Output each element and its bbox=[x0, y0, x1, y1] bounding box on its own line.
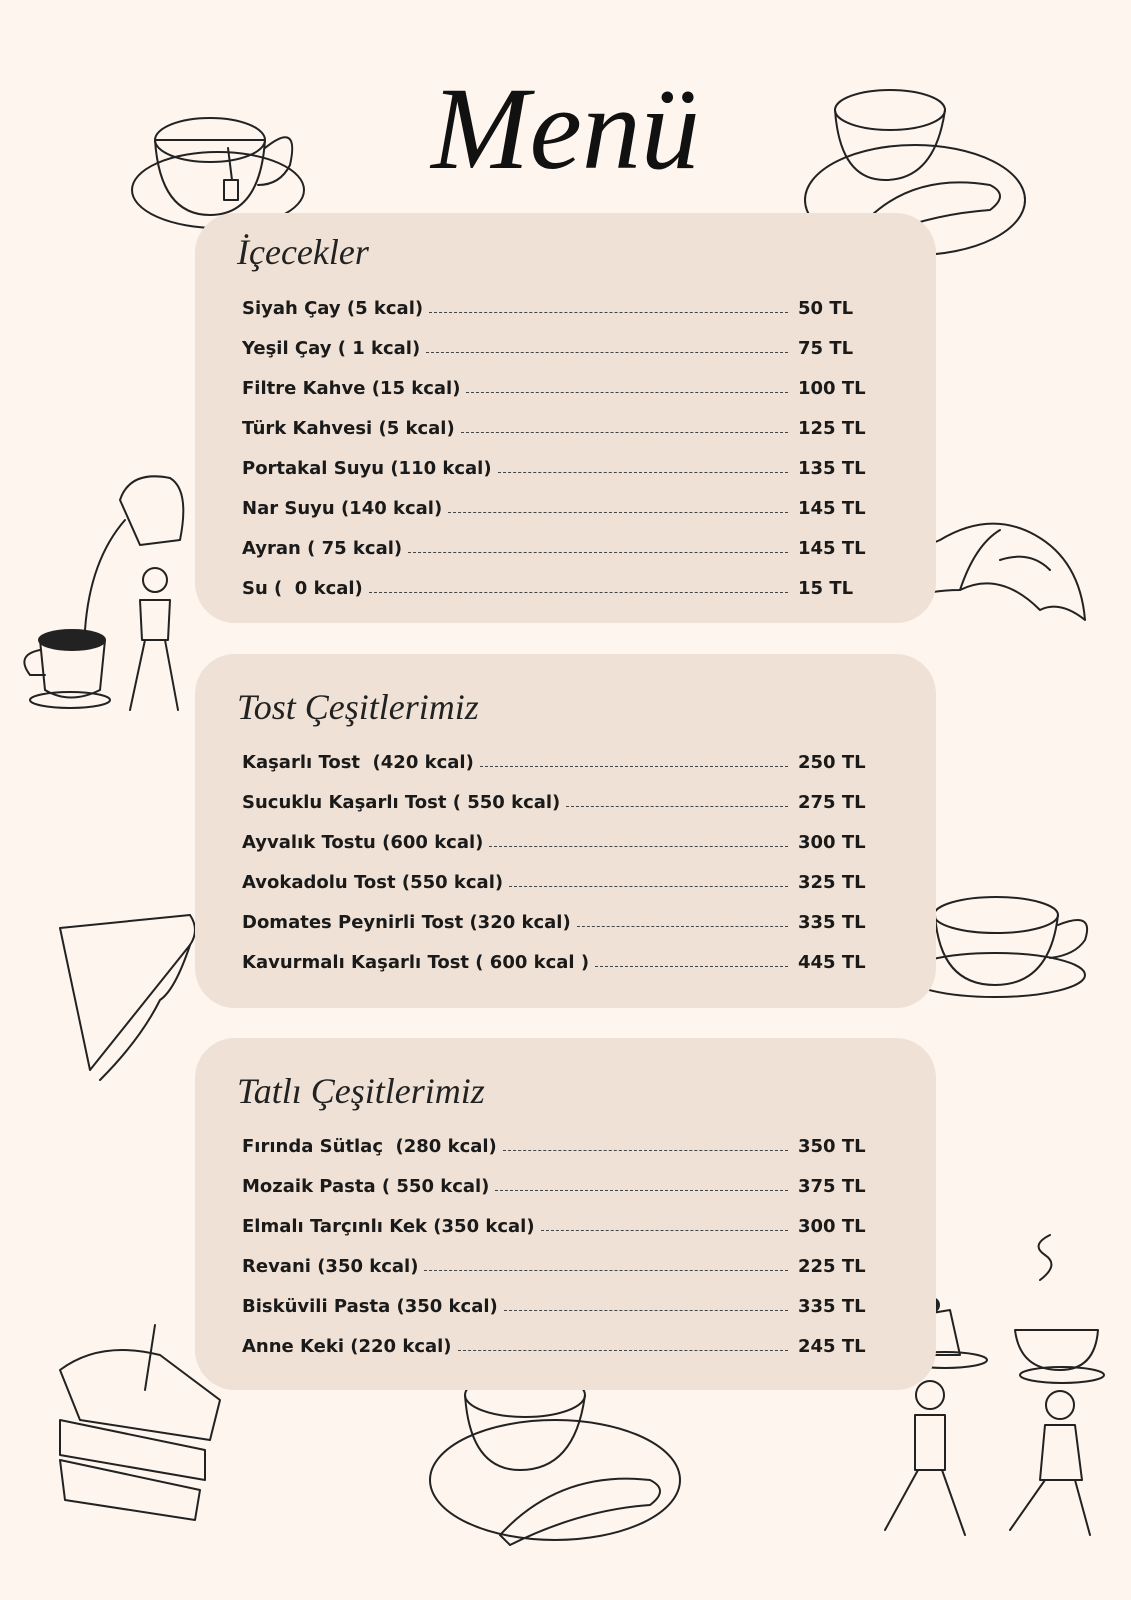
dotted-leader bbox=[426, 352, 788, 353]
menu-item: Fırında Sütlaç (280 kcal) 350 TL bbox=[242, 1131, 872, 1157]
item-name: Su ( 0 kcal) bbox=[242, 578, 363, 599]
menu-item: Bisküvili Pasta (350 kcal) 335 TL bbox=[242, 1291, 872, 1317]
item-name: Sucuklu Kaşarlı Tost ( 550 kcal) bbox=[242, 792, 561, 813]
sandwich-stack bbox=[59, 1324, 221, 1521]
item-price: 75 TL bbox=[798, 338, 854, 359]
menu-item: Mozaik Pasta ( 550 kcal) 375 TL bbox=[242, 1171, 872, 1197]
item-name: Revani (350 kcal) bbox=[242, 1256, 419, 1277]
item-name: Anne Keki (220 kcal) bbox=[242, 1336, 452, 1357]
item-name: Siyah Çay (5 kcal) bbox=[242, 298, 424, 319]
item-price: 300 TL bbox=[798, 1216, 866, 1237]
menu-item: Kaşarlı Tost (420 kcal) 250 TL bbox=[242, 747, 872, 773]
dotted-leader bbox=[457, 1350, 788, 1351]
item-name: Kaşarlı Tost (420 kcal) bbox=[242, 752, 474, 773]
menu-item: Siyah Çay (5 kcal) 50 TL bbox=[242, 293, 872, 319]
dotted-leader bbox=[466, 392, 788, 393]
menu-section: İçecekler Siyah Çay (5 kcal) 50 TL Yeşil Ça… bbox=[195, 213, 936, 623]
item-price: 100 TL bbox=[798, 378, 866, 399]
item-price: 250 TL bbox=[798, 752, 866, 773]
item-price: 335 TL bbox=[798, 912, 866, 933]
dotted-leader bbox=[576, 926, 788, 927]
dotted-leader bbox=[489, 846, 788, 847]
item-price: 325 TL bbox=[798, 872, 866, 893]
item-name: Elmalı Tarçınlı Kek (350 kcal) bbox=[242, 1216, 535, 1237]
item-name: Türk Kahvesi (5 kcal) bbox=[242, 418, 455, 439]
item-name: Yeşil Çay ( 1 kcal) bbox=[242, 338, 421, 359]
item-name: Kavurmalı Kaşarlı Tost ( 600 kcal ) bbox=[242, 952, 590, 973]
menu-item: Revani (350 kcal) 225 TL bbox=[242, 1251, 872, 1277]
menu-item: Nar Suyu (140 kcal) 145 TL bbox=[242, 493, 872, 519]
dotted-leader bbox=[540, 1230, 788, 1231]
item-price: 145 TL bbox=[798, 498, 866, 519]
menu-item: Kavurmalı Kaşarlı Tost ( 600 kcal ) 445 T… bbox=[242, 947, 872, 973]
dotted-leader bbox=[479, 766, 788, 767]
dotted-leader bbox=[460, 432, 788, 433]
item-price: 125 TL bbox=[798, 418, 866, 439]
item-name: Domates Peynirli Tost (320 kcal) bbox=[242, 912, 571, 933]
dotted-leader bbox=[495, 1190, 788, 1191]
dotted-leader bbox=[502, 1150, 788, 1151]
item-name: Filtre Kahve (15 kcal) bbox=[242, 378, 461, 399]
dotted-leader bbox=[595, 966, 788, 967]
menu-item: Avokadolu Tost (550 kcal) 325 TL bbox=[242, 867, 872, 893]
sandwich-left bbox=[59, 914, 196, 1081]
menu-section: Tatlı Çeşitlerimiz Fırında Sütlaç (280 kc… bbox=[195, 1038, 936, 1390]
item-name: Portakal Suyu (110 kcal) bbox=[242, 458, 492, 479]
item-price: 50 TL bbox=[798, 298, 854, 319]
item-name: Ayvalık Tostu (600 kcal) bbox=[242, 832, 484, 853]
pouring-figure bbox=[23, 475, 185, 711]
item-price: 135 TL bbox=[798, 458, 866, 479]
item-name: Bisküvili Pasta (350 kcal) bbox=[242, 1296, 498, 1317]
menu-section: Tost Çeşitlerimiz Kaşarlı Tost (420 kcal)… bbox=[195, 654, 936, 1008]
item-price: 15 TL bbox=[798, 578, 854, 599]
menu-item: Ayran ( 75 kcal) 145 TL bbox=[242, 533, 872, 559]
item-price: 335 TL bbox=[798, 1296, 866, 1317]
item-price: 145 TL bbox=[798, 538, 866, 559]
menu-item: Domates Peynirli Tost (320 kcal) 335 TL bbox=[242, 907, 872, 933]
dotted-leader bbox=[497, 472, 788, 473]
menu-item: Anne Keki (220 kcal) 245 TL bbox=[242, 1331, 872, 1357]
menu-item: Su ( 0 kcal) 15 TL bbox=[242, 573, 872, 599]
dotted-leader bbox=[429, 312, 788, 313]
menu-item: Elmalı Tarçınlı Kek (350 kcal) 300 TL bbox=[242, 1211, 872, 1237]
item-name: Avokadolu Tost (550 kcal) bbox=[242, 872, 504, 893]
item-price: 445 TL bbox=[798, 952, 866, 973]
menu-item: Türk Kahvesi (5 kcal) 125 TL bbox=[242, 413, 872, 439]
item-name: Fırında Sütlaç (280 kcal) bbox=[242, 1136, 497, 1157]
item-price: 350 TL bbox=[798, 1136, 866, 1157]
item-price: 245 TL bbox=[798, 1336, 866, 1357]
section-heading: Tost Çeşitlerimiz bbox=[237, 687, 479, 727]
dotted-leader bbox=[408, 552, 788, 553]
croissant-right bbox=[897, 522, 1086, 621]
section-heading: Tatlı Çeşitlerimiz bbox=[237, 1071, 485, 1111]
item-name: Ayran ( 75 kcal) bbox=[242, 538, 403, 559]
dotted-leader bbox=[424, 1270, 788, 1271]
dotted-leader bbox=[503, 1310, 788, 1311]
item-price: 275 TL bbox=[798, 792, 866, 813]
coffee-croissant-bottom bbox=[429, 1372, 681, 1546]
dotted-leader bbox=[509, 886, 788, 887]
menu-item: Portakal Suyu (110 kcal) 135 TL bbox=[242, 453, 872, 479]
dotted-leader bbox=[448, 512, 788, 513]
dotted-leader bbox=[566, 806, 788, 807]
item-price: 300 TL bbox=[798, 832, 866, 853]
menu-item: Filtre Kahve (15 kcal) 100 TL bbox=[242, 373, 872, 399]
section-heading: İçecekler bbox=[237, 232, 369, 272]
menu-item: Sucuklu Kaşarlı Tost ( 550 kcal) 275 TL bbox=[242, 787, 872, 813]
menu-title: Menü bbox=[431, 63, 700, 194]
item-price: 375 TL bbox=[798, 1176, 866, 1197]
item-name: Nar Suyu (140 kcal) bbox=[242, 498, 443, 519]
menu-item: Ayvalık Tostu (600 kcal) 300 TL bbox=[242, 827, 872, 853]
item-price: 225 TL bbox=[798, 1256, 866, 1277]
dotted-leader bbox=[368, 592, 788, 593]
item-name: Mozaik Pasta ( 550 kcal) bbox=[242, 1176, 490, 1197]
menu-item: Yeşil Çay ( 1 kcal) 75 TL bbox=[242, 333, 872, 359]
